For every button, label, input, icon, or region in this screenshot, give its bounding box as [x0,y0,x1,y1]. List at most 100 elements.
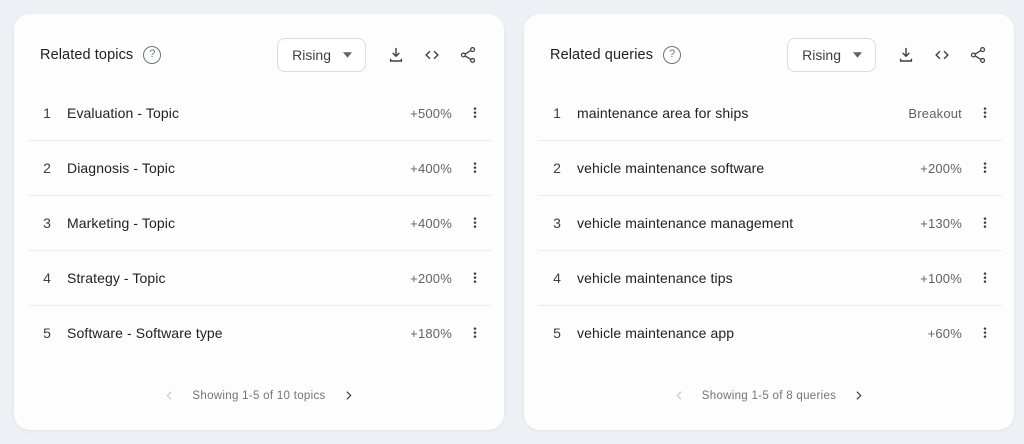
row-rank: 5 [553,325,561,341]
more-options-button[interactable] [972,264,998,292]
metric-dropdown[interactable]: Rising [787,38,876,72]
chevron-left-icon [673,389,686,402]
share-icon [968,45,988,65]
table-row[interactable]: 2 Diagnosis - Topic +400% [28,141,492,196]
table-row[interactable]: 3 Marketing - Topic +400% [28,196,492,251]
row-value: +400% [410,160,452,176]
row-rank: 4 [553,270,561,286]
more-options-icon [467,270,483,286]
card-header: Related queries ? Rising [524,14,1014,72]
more-options-icon [467,215,483,231]
metric-dropdown-label: Rising [802,47,841,63]
row-value: +200% [920,160,962,176]
help-icon[interactable]: ? [663,46,682,64]
related-queries-card: Related queries ? Rising [524,14,1014,430]
row-value: +200% [410,270,452,286]
more-options-button[interactable] [462,154,488,182]
prev-page-button[interactable] [161,387,178,404]
metric-dropdown[interactable]: Rising [277,38,366,72]
more-options-icon [977,160,993,176]
download-button[interactable] [380,39,412,71]
row-label[interactable]: Software - Software type [67,325,223,341]
more-options-button[interactable] [972,99,998,127]
row-value: +400% [410,215,452,231]
row-label[interactable]: vehicle maintenance app [577,325,735,341]
more-options-icon [467,325,483,341]
card-title: Related topics [40,47,134,63]
embed-button[interactable] [416,39,448,71]
row-value: +60% [927,325,962,341]
row-rank: 4 [43,270,51,286]
chevron-left-icon [163,389,176,402]
row-rank: 3 [43,215,51,231]
more-options-button[interactable] [462,319,488,347]
more-options-icon [977,270,993,286]
embed-icon [422,45,442,65]
table-row[interactable]: 5 vehicle maintenance app +60% [538,306,1002,360]
pagination: Showing 1-5 of 10 topics [14,387,504,430]
more-options-button[interactable] [462,99,488,127]
row-label[interactable]: maintenance area for ships [577,105,749,121]
prev-page-button[interactable] [671,387,688,404]
table-row[interactable]: 3 vehicle maintenance management +130% [538,196,1002,251]
card-controls: Rising [277,38,484,72]
more-options-icon [467,160,483,176]
more-options-button[interactable] [972,319,998,347]
more-options-button[interactable] [972,154,998,182]
row-value: +100% [920,270,962,286]
card-header: Related topics ? Rising [14,14,504,72]
row-label[interactable]: Diagnosis - Topic [67,160,176,176]
card-title: Related queries [550,47,654,63]
share-icon [458,45,478,65]
card-controls: Rising [787,38,994,72]
table-row[interactable]: 4 Strategy - Topic +200% [28,251,492,306]
row-label[interactable]: Marketing - Topic [67,215,176,231]
table-row[interactable]: 5 Software - Software type +180% [28,306,492,360]
row-rank: 1 [553,105,561,121]
download-icon [896,45,916,65]
row-rank: 2 [553,160,561,176]
chevron-down-icon [853,52,862,58]
more-options-button[interactable] [972,209,998,237]
related-topics-card: Related topics ? Rising [14,14,504,430]
row-value: +500% [410,105,452,121]
help-icon[interactable]: ? [143,46,162,64]
card-title-group: Related queries ? [550,46,682,64]
share-button[interactable] [962,39,994,71]
pagination: Showing 1-5 of 8 queries [524,387,1014,430]
embed-button[interactable] [926,39,958,71]
next-page-button[interactable] [850,387,867,404]
more-options-icon [977,105,993,121]
embed-icon [932,45,952,65]
metric-dropdown-label: Rising [292,47,331,63]
more-options-icon [977,215,993,231]
share-button[interactable] [452,39,484,71]
row-value: +180% [410,325,452,341]
chevron-right-icon [852,389,865,402]
row-label[interactable]: vehicle maintenance software [577,160,765,176]
pagination-status: Showing 1-5 of 10 topics [192,389,326,402]
table-row[interactable]: 1 maintenance area for ships Breakout [538,86,1002,141]
download-icon [386,45,406,65]
topics-list: 1 Evaluation - Topic +500% 2 Diagnosis -… [14,86,504,360]
row-rank: 2 [43,160,51,176]
row-rank: 3 [553,215,561,231]
card-title-group: Related topics ? [40,46,162,64]
table-row[interactable]: 2 vehicle maintenance software +200% [538,141,1002,196]
table-row[interactable]: 1 Evaluation - Topic +500% [28,86,492,141]
more-options-button[interactable] [462,264,488,292]
pagination-status: Showing 1-5 of 8 queries [701,389,837,402]
row-rank: 1 [43,105,51,121]
row-rank: 5 [43,325,51,341]
table-row[interactable]: 4 vehicle maintenance tips +100% [538,251,1002,306]
row-label[interactable]: vehicle maintenance management [577,215,794,231]
chevron-right-icon [342,389,355,402]
row-label[interactable]: vehicle maintenance tips [577,270,733,286]
queries-list: 1 maintenance area for ships Breakout 2 … [524,86,1014,360]
row-label[interactable]: Strategy - Topic [67,270,166,286]
next-page-button[interactable] [340,387,357,404]
more-options-button[interactable] [462,209,488,237]
download-button[interactable] [890,39,922,71]
row-label[interactable]: Evaluation - Topic [67,105,180,121]
